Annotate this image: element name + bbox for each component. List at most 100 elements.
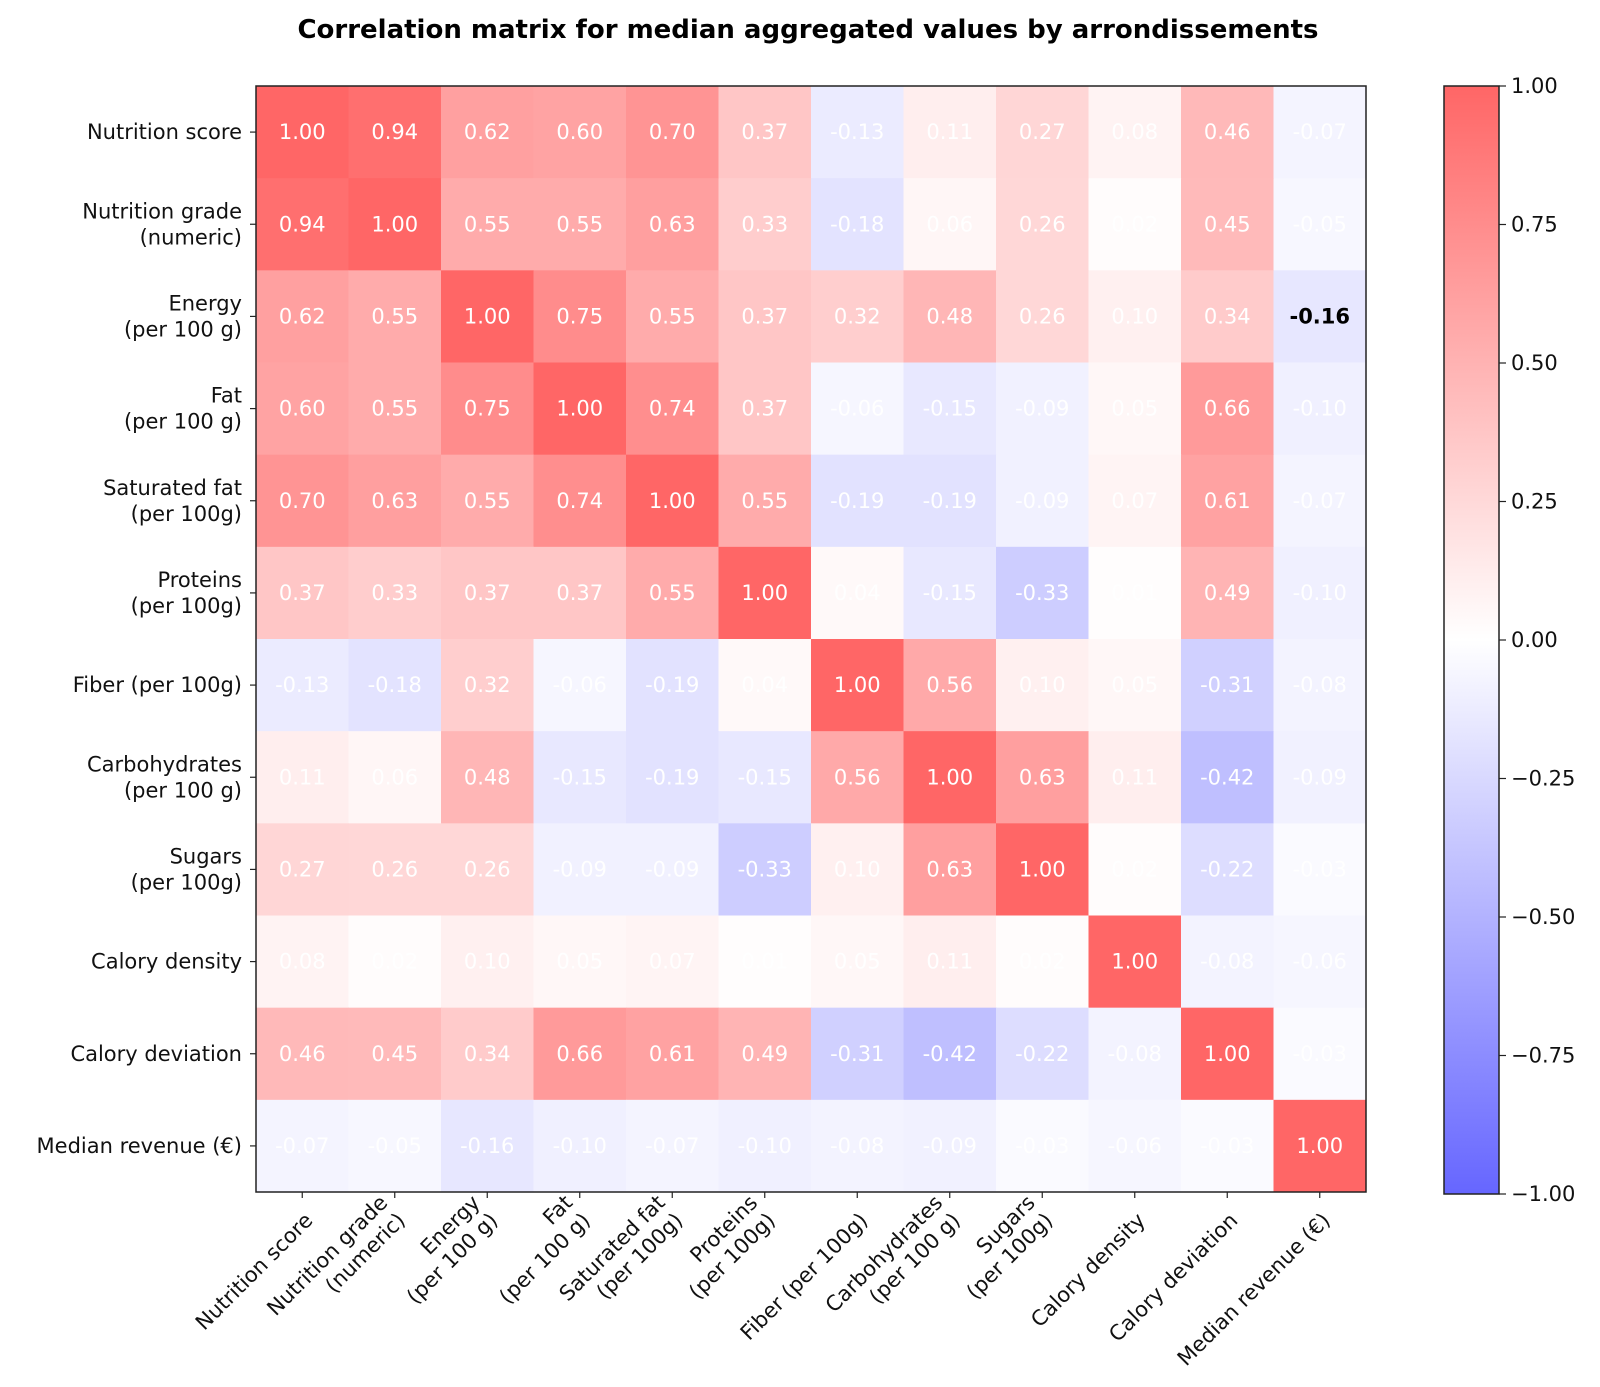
cell-value-label: 0.70 — [279, 489, 326, 513]
heatmap-cell — [996, 454, 1089, 548]
cell-value-label: 1.00 — [1296, 1134, 1343, 1158]
heatmap-cell — [256, 1099, 349, 1193]
cell-value-label: -0.10 — [1293, 397, 1347, 421]
heatmap-cell — [533, 454, 627, 548]
cell-value-label: 0.37 — [279, 581, 326, 605]
heatmap-cell — [1181, 915, 1274, 1009]
heatmap-cell — [903, 823, 997, 916]
heatmap-cell — [533, 1099, 627, 1193]
heatmap-cell — [718, 731, 812, 824]
cell-value-label: 0.74 — [556, 489, 603, 513]
heatmap-cell — [718, 915, 812, 1009]
heatmap-cell — [903, 362, 997, 456]
cell-value-label: 0.05 — [1111, 673, 1158, 697]
row-label: Median revenue (€) — [37, 1134, 242, 1158]
heatmap-cell — [441, 731, 534, 824]
cell-value-label: 0.55 — [464, 489, 511, 513]
heatmap-cell — [996, 546, 1089, 640]
heatmap-cell — [996, 178, 1089, 271]
colorbar: 1.00 0.75 0.50 0.25 0.00 −0.25 −0.50 −0.75 −1.00 — [1443, 74, 1575, 1206]
heatmap-cell — [441, 546, 534, 640]
cell-value-label: -0.03 — [1015, 1134, 1069, 1158]
heatmap-cell — [533, 1007, 627, 1101]
colorbar-tick-label: 0.50 — [1511, 351, 1558, 375]
cell-value-label: -0.07 — [1293, 120, 1347, 144]
cell-value-label: -0.16 — [460, 1134, 514, 1158]
heatmap-cell — [348, 178, 442, 271]
cell-value-label: 0.10 — [834, 857, 881, 881]
heatmap-cell — [256, 731, 349, 824]
cell-value-label: -0.13 — [275, 673, 329, 697]
heatmap-cell — [1088, 1099, 1182, 1193]
cell-value-label: 1.00 — [649, 489, 696, 513]
cell-value-label: 0.37 — [741, 304, 788, 328]
cell-value-label: -0.09 — [1293, 765, 1347, 789]
cell-value-label: 0.02 — [1019, 950, 1066, 974]
cell-value-label: 0.37 — [741, 397, 788, 421]
cell-value-label: 0.37 — [556, 581, 603, 605]
heatmap-cell — [811, 454, 904, 548]
cell-value-label: -0.06 — [1108, 1134, 1162, 1158]
column-label: Sugars(per 100g) — [944, 1191, 1057, 1304]
heatmap-cell — [903, 639, 997, 732]
cell-value-label: 0.04 — [741, 673, 788, 697]
cell-value-label: 0.11 — [926, 120, 973, 144]
cell-value-label: 1.00 — [1019, 857, 1066, 881]
cell-value-label: 0.94 — [279, 212, 326, 236]
cell-value-label: 0.61 — [649, 1042, 696, 1066]
cell-value-label: 0.26 — [371, 857, 418, 881]
heatmap-cell — [996, 731, 1089, 824]
heatmap-cell — [1273, 915, 1367, 1009]
heatmap-cell — [441, 639, 534, 732]
row-label: Fat (per 100 g) — [124, 384, 242, 434]
heatmap-cell — [441, 915, 534, 1009]
cell-value-label: 0.75 — [556, 304, 603, 328]
cell-value-label: 0.04 — [834, 581, 881, 605]
heatmap-cell — [811, 86, 904, 179]
cell-value-label: -0.08 — [1293, 673, 1347, 697]
plot-frame — [255, 85, 1367, 1193]
heatmap-cell — [718, 178, 812, 271]
cell-value-label: -0.07 — [1293, 489, 1347, 513]
cell-value-label: -0.22 — [1200, 857, 1254, 881]
cell-value-label: 0.01 — [1111, 581, 1158, 605]
heatmap-cell — [256, 270, 349, 363]
row-label: Proteins (per 100g) — [131, 568, 242, 618]
cell-value-label: -0.13 — [830, 120, 884, 144]
heatmap-cell — [811, 1099, 904, 1193]
heatmap-cell — [348, 1007, 442, 1101]
cell-value-label: 0.07 — [1111, 489, 1158, 513]
heatmap-cell — [1181, 362, 1274, 456]
heatmap-cell — [1273, 454, 1367, 548]
cell-value-label: 0.26 — [464, 857, 511, 881]
cell-value-label: 0.63 — [649, 212, 696, 236]
cell-value-label: -0.19 — [830, 489, 884, 513]
heatmap-cell — [1088, 731, 1182, 824]
heatmap-cell — [811, 731, 904, 824]
row-label: Calory deviation — [70, 1042, 242, 1066]
heatmap-cell — [626, 823, 719, 916]
cell-value-label: 0.60 — [556, 120, 603, 144]
cell-value-label: 0.08 — [1111, 120, 1158, 144]
colorbar-tick-label: −0.75 — [1511, 1044, 1575, 1068]
cell-value-label: -0.08 — [830, 1134, 884, 1158]
cell-value-label: 1.00 — [1204, 1042, 1251, 1066]
heatmap-cell — [626, 639, 719, 732]
heatmap-cell — [348, 1099, 442, 1193]
cell-value-label: 0.27 — [279, 857, 326, 881]
heatmap-cell — [533, 86, 627, 179]
heatmap-cell — [1088, 546, 1182, 640]
heatmap-cell — [1273, 362, 1367, 456]
row-label: Nutrition grade (numeric) — [82, 199, 242, 249]
cell-value-label: 0.06 — [371, 765, 418, 789]
cell-value-label: 0.26 — [1019, 304, 1066, 328]
heatmap-cell — [256, 362, 349, 456]
cell-value-label: 0.55 — [741, 489, 788, 513]
cell-value-label: -0.09 — [553, 857, 607, 881]
cell-value-label: -0.09 — [1015, 489, 1069, 513]
cell-value-label: 0.75 — [464, 397, 511, 421]
heatmap-cell — [1088, 915, 1182, 1009]
cell-value-label: 0.56 — [926, 673, 973, 697]
cell-value-label: 0.11 — [1111, 765, 1158, 789]
